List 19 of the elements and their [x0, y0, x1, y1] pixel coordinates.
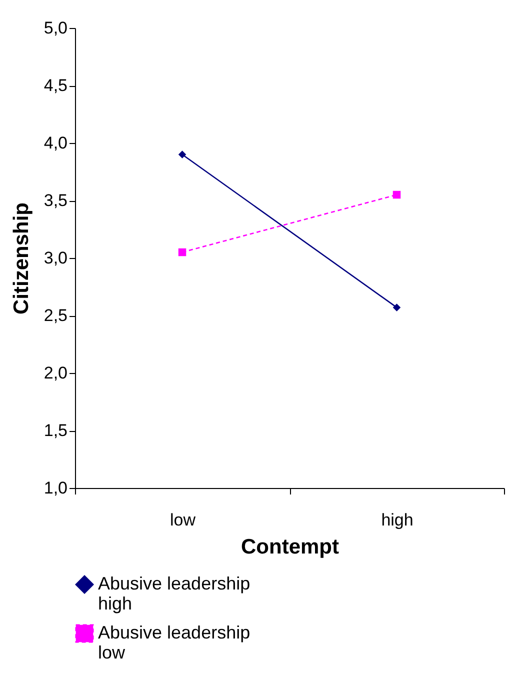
y-tick-label: 1,5 — [44, 421, 68, 440]
y-tick-label: 3,0 — [44, 248, 68, 268]
y-axis-title: Citizenship — [10, 202, 33, 315]
y-tick-label: 2,5 — [44, 306, 68, 325]
y-tick-label: 2,0 — [44, 364, 68, 382]
x-tick-label: low — [170, 510, 196, 530]
y-tick-label: 3,5 — [44, 191, 68, 210]
point — [392, 304, 401, 312]
point — [178, 150, 186, 158]
legend-label: Abusive leadership high — [98, 574, 250, 614]
legend-label: Abusive leadership low — [98, 622, 250, 662]
y-tick-label: 4,5 — [44, 76, 68, 95]
y-tick-label: 5,0 — [44, 18, 68, 38]
x-axis-title: Contempt — [241, 536, 339, 558]
point — [392, 190, 401, 199]
y-tick-label: 4,0 — [44, 134, 68, 152]
point — [178, 248, 186, 256]
x-tick-label: high — [381, 510, 414, 530]
y-tick-label: 1,0 — [44, 478, 68, 498]
